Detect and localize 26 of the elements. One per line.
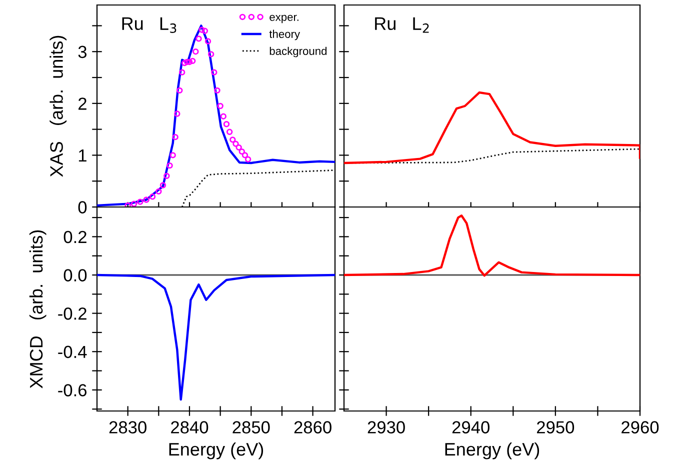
- x-tick-label: 2960: [622, 421, 659, 434]
- y-tick-label: -0.2: [58, 307, 86, 320]
- x-tick-label: 2860: [294, 421, 332, 434]
- x-tick-label: 2830: [109, 421, 146, 434]
- y-tick-label: 0: [78, 201, 87, 214]
- legend-label: exper.: [270, 14, 298, 24]
- x-tick-label: 2850: [232, 421, 270, 434]
- legend-label: background: [270, 46, 327, 58]
- y-tick-label: -0.4: [58, 346, 87, 358]
- annotation: Ru L$_{2}$: [375, 17, 429, 33]
- x-tick-label: 2840: [171, 421, 208, 434]
- x-axis-title: Energy (eV): [169, 442, 264, 460]
- x-axis-title: Energy (eV): [445, 442, 540, 460]
- y-tick-label: -0.6: [58, 384, 87, 396]
- y-tick-label: 0.0: [64, 269, 87, 282]
- y-tick-label: 0.2: [64, 230, 86, 244]
- x-tick-label: 2930: [368, 421, 405, 434]
- x-tick-label: 2950: [536, 421, 574, 434]
- y-axis-title: XMCD (arb. units): [29, 230, 46, 388]
- annotation: Ru L$_{3}$: [122, 17, 176, 33]
- y-axis-title: XAS (arb. units): [50, 36, 67, 177]
- y-tick-label: 1: [78, 150, 86, 162]
- legend-label: theory: [269, 30, 300, 40]
- y-tick-label: 3: [78, 46, 87, 58]
- x-tick-label: 2940: [452, 421, 490, 434]
- y-tick-label: 2: [78, 98, 86, 110]
